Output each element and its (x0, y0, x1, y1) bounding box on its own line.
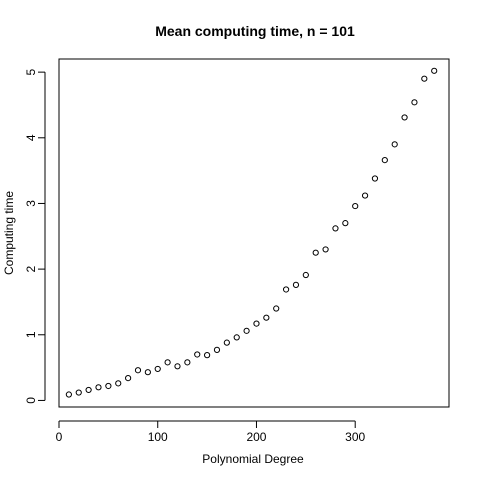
data-point (105, 382, 112, 390)
data-point (75, 389, 82, 396)
data-point (371, 175, 379, 182)
data-point (273, 305, 280, 312)
x-tick-label: 300 (345, 430, 365, 444)
data-point (144, 369, 151, 376)
data-point (352, 202, 359, 210)
y-tick-label: 4 (24, 134, 38, 141)
data-point (204, 352, 211, 359)
y-tick-label: 5 (24, 68, 38, 75)
data-point (134, 367, 142, 374)
data-point (292, 281, 300, 288)
data-point (164, 359, 171, 366)
data-point (194, 351, 201, 358)
x-axis: 0 100 200 300 (56, 420, 366, 444)
data-point (421, 75, 428, 82)
data-point (115, 380, 122, 387)
x-tick-label: 200 (246, 430, 266, 444)
data-point (253, 320, 260, 327)
data-point (213, 346, 221, 353)
y-tick-label: 0 (24, 397, 38, 404)
data-point (401, 114, 408, 121)
data-point (391, 141, 398, 148)
data-point (312, 249, 319, 256)
y-axis-label: Computing time (2, 191, 16, 275)
data-point (302, 271, 309, 279)
y-tick-label: 1 (24, 331, 38, 338)
data-point (322, 246, 329, 253)
x-tick-label: 100 (148, 430, 168, 444)
data-point (431, 67, 438, 74)
data-point (342, 220, 349, 227)
data-point (233, 334, 240, 341)
data-point (154, 365, 161, 373)
data-point (174, 363, 181, 370)
data-point (223, 339, 230, 346)
data-point (411, 99, 418, 106)
y-tick-label: 3 (24, 200, 38, 207)
data-point (65, 391, 72, 398)
data-point (85, 386, 92, 394)
data-point (381, 157, 388, 164)
chart-title: Mean computing time, n = 101 (155, 23, 355, 39)
data-point (184, 359, 191, 366)
data-point (243, 327, 250, 334)
data-point (125, 375, 132, 382)
data-point (95, 384, 102, 391)
data-point (361, 192, 369, 199)
data-points (65, 67, 438, 398)
x-axis-label: Polynomial Degree (202, 452, 304, 466)
x-tick-label: 0 (56, 430, 63, 444)
y-tick-label: 2 (24, 265, 38, 272)
data-point (332, 225, 339, 232)
y-axis: 0 1 2 3 4 5 (24, 68, 46, 404)
data-point (263, 314, 270, 321)
plot-frame (58, 58, 450, 408)
data-point (282, 286, 290, 293)
